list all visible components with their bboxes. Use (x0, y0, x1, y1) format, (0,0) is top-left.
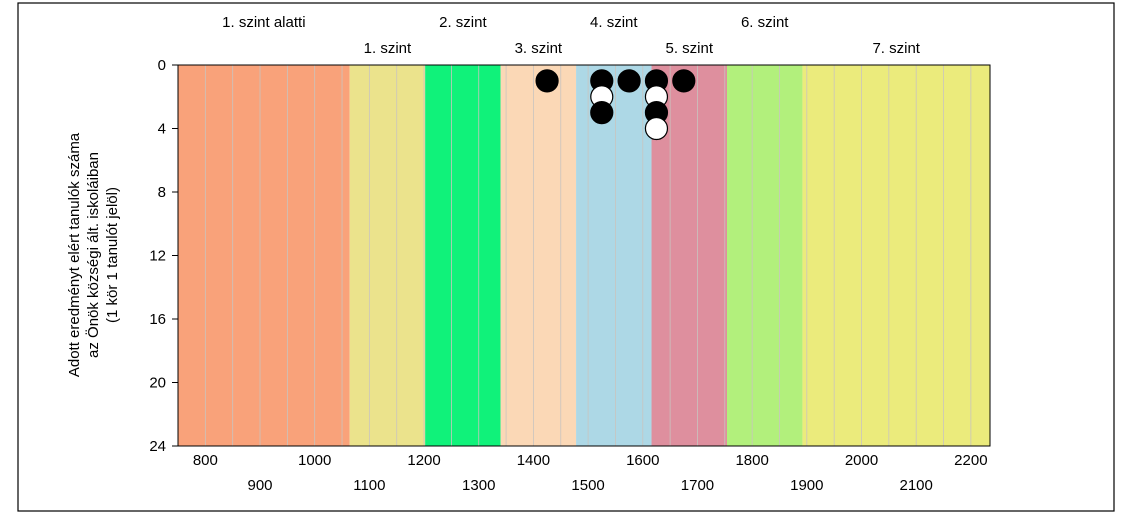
x-tick-label: 1400 (517, 452, 550, 469)
x-tick-label: 800 (193, 452, 218, 469)
x-tick-label: 1300 (462, 477, 495, 494)
y-tick-label: 20 (149, 375, 166, 392)
level-label: 4. szint (590, 14, 638, 31)
level-label: 1. szint (364, 40, 412, 57)
axes: 0 4 8 12 16 20 24 800 1000 1200 1400 1600 1800 2000 22… (149, 57, 991, 494)
level-label: 6. szint (741, 14, 789, 31)
x-tick-label: 2200 (954, 452, 987, 469)
level-label: 3. szint (515, 40, 563, 57)
student-point-black (617, 69, 641, 93)
x-tick-label: 2100 (899, 477, 932, 494)
x-tick-label: 1900 (790, 477, 823, 494)
x-tick-label: 1600 (626, 452, 659, 469)
student-point-black (535, 69, 559, 93)
y-axis-label-line: (1 kör 1 tanulót jelöl) (104, 187, 121, 323)
level-label: 5. szint (665, 40, 713, 57)
grid-lines (204, 65, 972, 446)
level-label: 1. szint alatti (222, 14, 305, 31)
y-axis-label-text: Adott eredményt elért tanulók száma az Ön… (66, 132, 121, 377)
x-tick-label: 2000 (845, 452, 878, 469)
student-point-black (672, 69, 696, 93)
student-point-black (590, 101, 614, 125)
level-label: 2. szint (439, 14, 487, 31)
y-tick-label: 24 (149, 438, 166, 455)
y-axis-label: Adott eredményt elért tanulók száma az Ön… (66, 132, 121, 377)
student-point-white (644, 116, 669, 141)
x-tick-label: 900 (248, 477, 273, 494)
level-labels: 1. szint alatti 1. szint 2. szint 3. szint 4… (222, 14, 921, 57)
x-tick-label: 1800 (735, 452, 768, 469)
level-band-4 (500, 65, 577, 446)
level-label: 7. szint (872, 40, 920, 57)
level-band-2 (349, 65, 426, 446)
level-band-5 (576, 65, 652, 446)
student-points (535, 69, 696, 141)
x-tick-label: 1000 (298, 452, 331, 469)
x-tick-label: 1500 (571, 477, 604, 494)
level-band-3 (425, 65, 501, 446)
y-tick-label: 12 (149, 248, 166, 265)
level-bands (178, 65, 990, 446)
y-tick-label: 8 (158, 184, 166, 201)
level-band-1 (178, 65, 350, 446)
y-tick-label: 0 (158, 57, 166, 74)
y-axis-label-line: az Önök községi ált. iskoláiban (84, 152, 102, 358)
x-tick-label: 1100 (353, 477, 385, 494)
y-tick-label: 16 (149, 311, 166, 328)
y-axis-label-line: Adott eredményt elért tanulók száma (66, 132, 83, 377)
outer-border (17, 2, 1115, 512)
x-tick-label: 1700 (681, 477, 714, 494)
y-tick-label: 4 (158, 121, 166, 138)
level-band-7 (726, 65, 803, 446)
x-tick-label: 1200 (407, 452, 440, 469)
level-band-8 (802, 65, 990, 446)
